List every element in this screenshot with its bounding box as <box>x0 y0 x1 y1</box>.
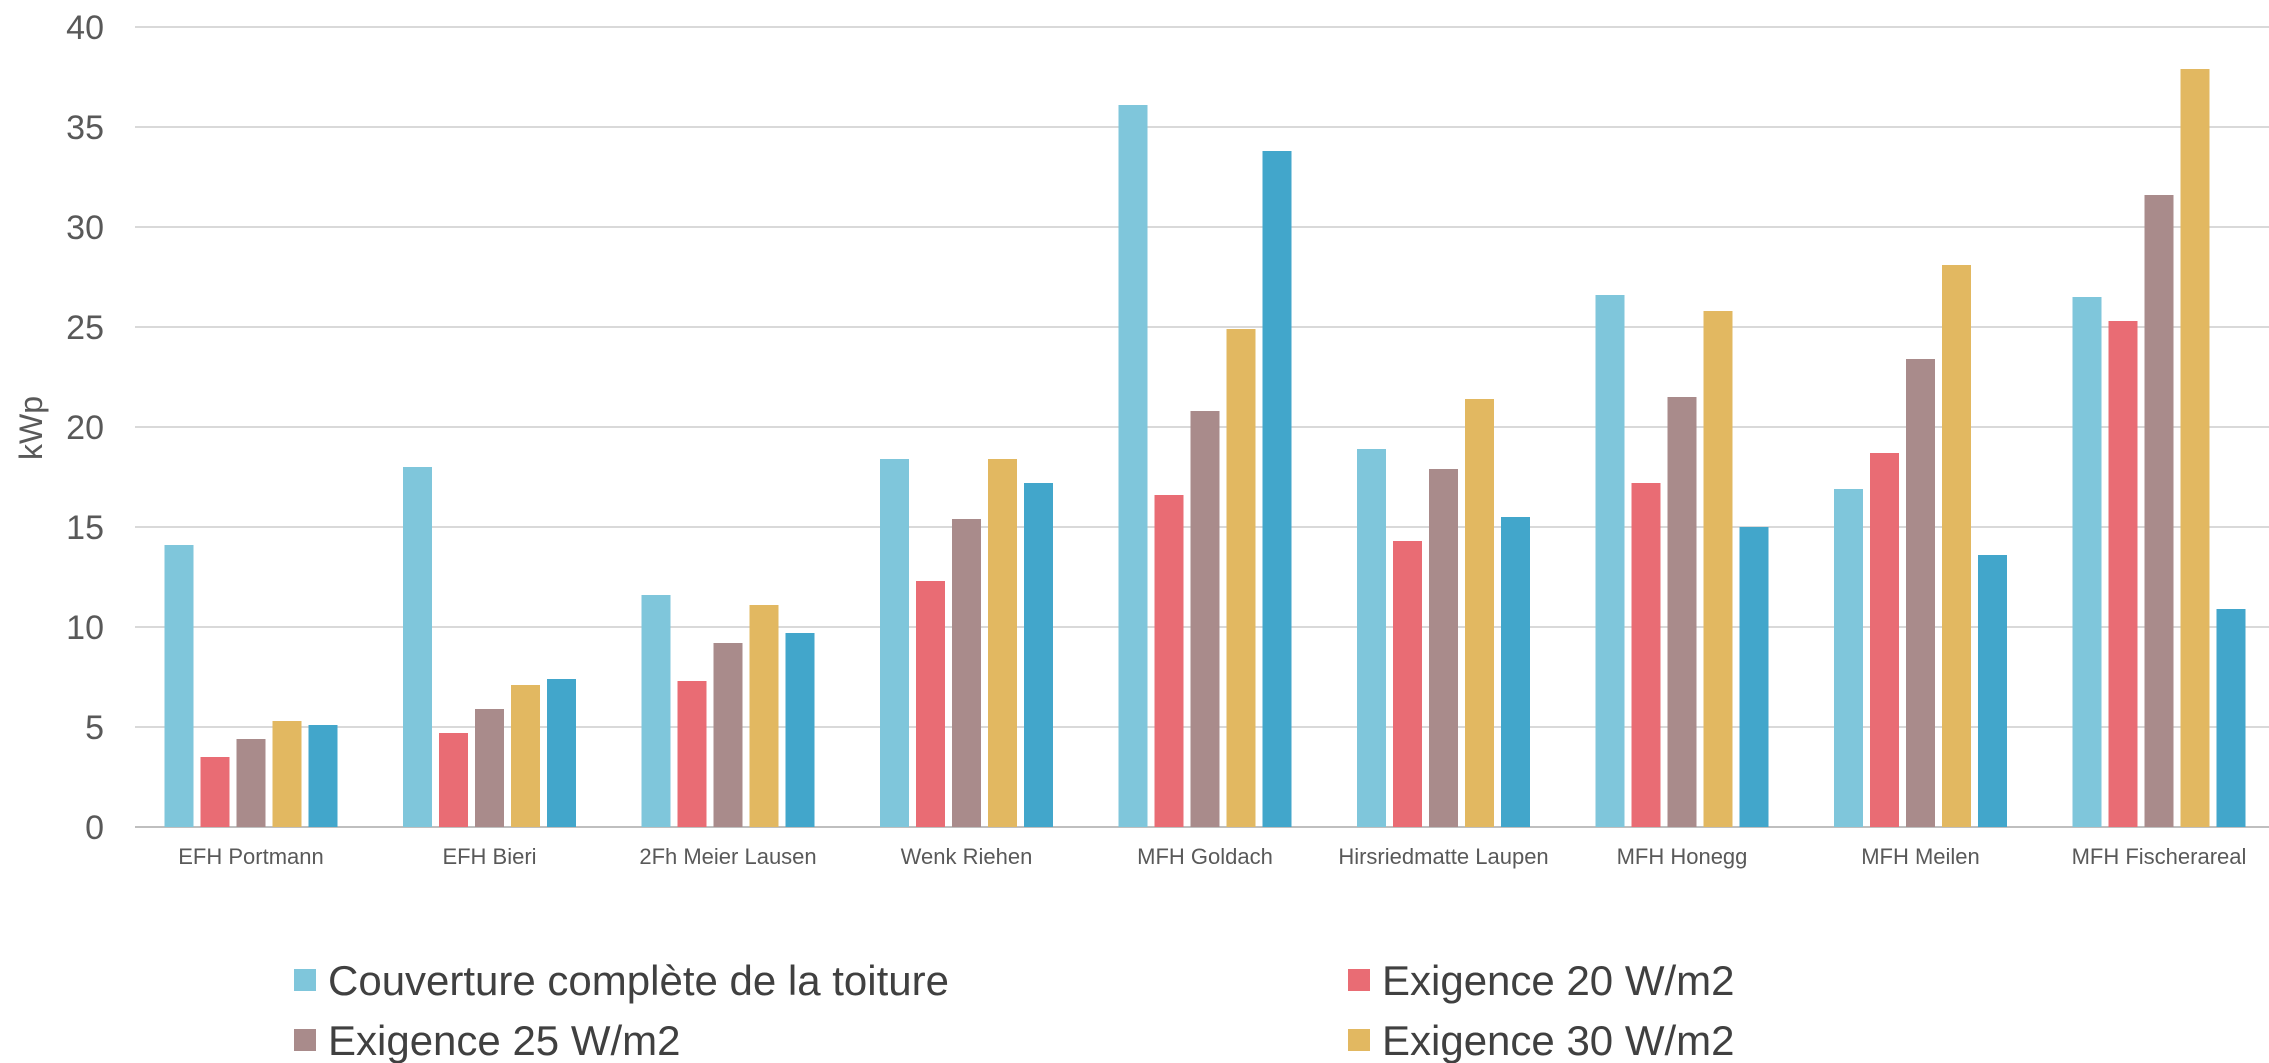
bar <box>1631 483 1661 827</box>
y-tick-label: 30 <box>66 209 104 247</box>
bar <box>1357 449 1386 827</box>
legend-label: Exigence 30 W/m2 <box>1382 1017 1735 1063</box>
legend-swatch <box>1348 969 1370 991</box>
bar <box>1024 483 1053 827</box>
bar <box>1226 329 1256 827</box>
y-tick-label: 25 <box>66 309 104 347</box>
bar <box>2216 609 2246 827</box>
y-tick-label: 40 <box>66 9 104 47</box>
y-tick-label: 5 <box>85 709 104 747</box>
y-tick-label: 35 <box>66 109 104 147</box>
bar <box>1465 399 1494 827</box>
bar <box>952 519 981 827</box>
bar <box>475 709 504 827</box>
bar <box>164 545 194 827</box>
bar <box>1906 359 1935 827</box>
y-tick-label: 15 <box>66 509 104 547</box>
bar <box>439 733 468 827</box>
bar <box>403 467 432 827</box>
x-tick-label: 2Fh Meier Lausen <box>639 844 816 869</box>
x-tick-label: MFH Fischerareal <box>2072 844 2247 869</box>
bar <box>2180 69 2210 827</box>
legend-label: Exigence 20 W/m2 <box>1382 957 1735 1004</box>
bar <box>1667 397 1697 827</box>
bar <box>308 725 338 827</box>
bar <box>1393 541 1422 827</box>
bar <box>1595 295 1625 827</box>
bar <box>1429 469 1458 827</box>
bar <box>1190 411 1220 827</box>
bar <box>677 681 707 827</box>
bar <box>511 685 540 827</box>
legend-label: Exigence 25 W/m2 <box>328 1017 681 1063</box>
bar <box>2072 297 2102 827</box>
legend: Couverture complète de la toiture Exigenc… <box>294 957 1735 1063</box>
y-tick-label: 10 <box>66 609 104 647</box>
bar <box>547 679 576 827</box>
bar <box>2144 195 2174 827</box>
legend-swatch <box>294 1029 316 1051</box>
y-axis-ticks: 0 5 10 15 20 25 30 35 40 <box>66 9 104 847</box>
bar <box>1834 489 1863 827</box>
x-tick-label: Wenk Riehen <box>901 844 1033 869</box>
bar <box>1978 555 2007 827</box>
bar <box>1501 517 1530 827</box>
x-tick-label: MFH Meilen <box>1861 844 1980 869</box>
x-tick-label: Hirsriedmatte Laupen <box>1338 844 1548 869</box>
bar <box>1942 265 1971 827</box>
x-tick-label: EFH Portmann <box>178 844 324 869</box>
legend-swatch <box>1348 1029 1370 1051</box>
bar <box>641 595 671 827</box>
x-tick-label: MFH Honegg <box>1617 844 1748 869</box>
legend-label: Couverture complète de la toiture <box>328 957 949 1004</box>
y-axis-title: kWp <box>13 396 49 460</box>
bar <box>749 605 779 827</box>
y-tick-label: 20 <box>66 409 104 447</box>
bar <box>1154 495 1184 827</box>
bars <box>164 69 2246 827</box>
bar <box>1262 151 1292 827</box>
bar <box>2108 321 2138 827</box>
legend-swatch <box>294 969 316 991</box>
bar <box>1870 453 1899 827</box>
x-tick-label: EFH Bieri <box>442 844 536 869</box>
bar <box>785 633 815 827</box>
bar <box>916 581 945 827</box>
bar <box>988 459 1017 827</box>
bar <box>272 721 302 827</box>
x-tick-label: MFH Goldach <box>1137 844 1273 869</box>
bar <box>880 459 909 827</box>
y-tick-label: 0 <box>85 809 104 847</box>
bar <box>200 757 230 827</box>
x-axis-ticks: EFH Portmann EFH Bieri 2Fh Meier Lausen Wen… <box>178 844 2246 869</box>
bar <box>713 643 743 827</box>
bar <box>1703 311 1733 827</box>
bar <box>1739 527 1769 827</box>
bar <box>236 739 266 827</box>
bar <box>1118 105 1148 827</box>
